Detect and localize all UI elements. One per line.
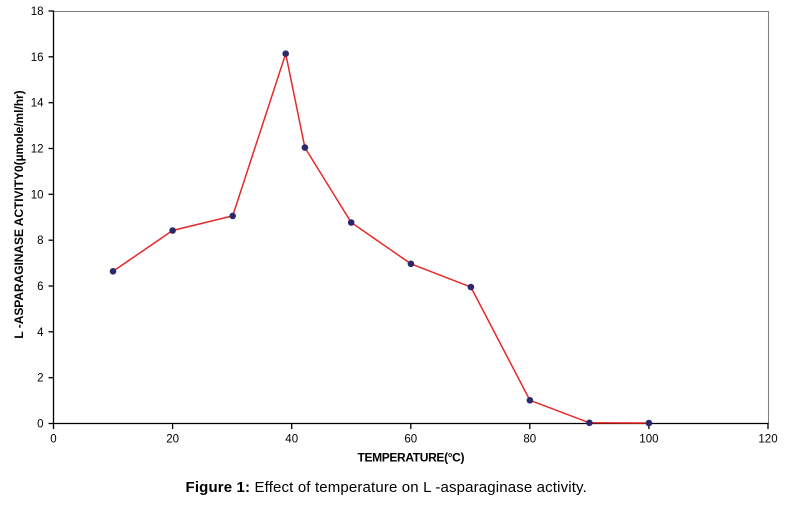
svg-text:60: 60 — [404, 434, 417, 446]
svg-text:16: 16 — [31, 52, 44, 64]
svg-text:6: 6 — [37, 281, 43, 293]
svg-text:40: 40 — [285, 434, 298, 446]
svg-text:14: 14 — [31, 98, 44, 110]
svg-text:100: 100 — [639, 434, 658, 446]
svg-text:0: 0 — [50, 434, 56, 446]
svg-text:0: 0 — [37, 419, 43, 431]
svg-text:L -ASPARAGINASE ACTIVITY0(µmol: L -ASPARAGINASE ACTIVITY0(µmole/ml/hr) — [12, 90, 26, 338]
svg-text:120: 120 — [758, 434, 777, 446]
svg-text:12: 12 — [31, 144, 44, 156]
svg-text:2: 2 — [37, 373, 43, 385]
svg-text:18: 18 — [31, 6, 44, 18]
svg-text:80: 80 — [523, 434, 536, 446]
svg-text:20: 20 — [166, 434, 179, 446]
svg-text:4: 4 — [37, 327, 44, 339]
svg-text:10: 10 — [31, 189, 44, 201]
svg-text:TEMPERATURE(°C): TEMPERATURE(°C) — [357, 451, 464, 465]
svg-text:8: 8 — [37, 235, 43, 247]
